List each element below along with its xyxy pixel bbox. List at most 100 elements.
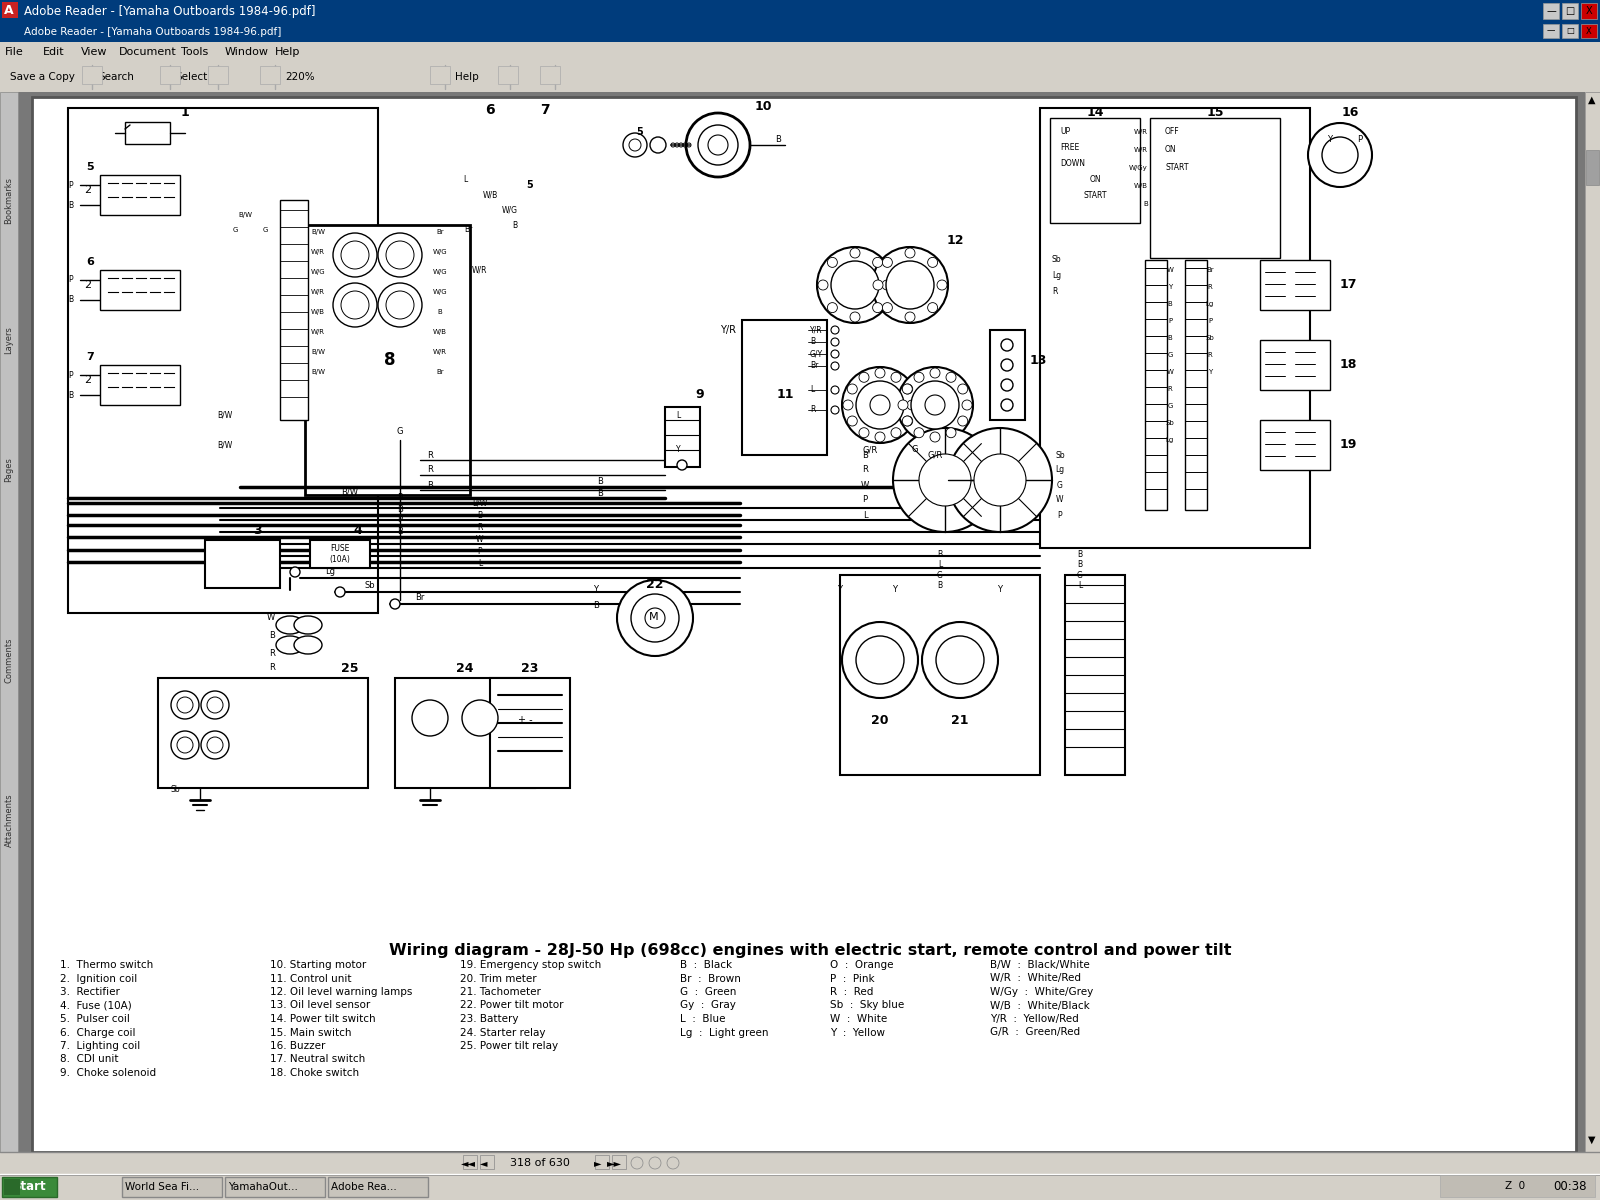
Circle shape bbox=[974, 454, 1026, 506]
Circle shape bbox=[618, 580, 693, 656]
Text: 2: 2 bbox=[85, 280, 91, 290]
Text: B
L
G
B: B L G B bbox=[938, 550, 942, 590]
Circle shape bbox=[830, 362, 838, 370]
Circle shape bbox=[910, 382, 958, 428]
Circle shape bbox=[698, 125, 738, 164]
Bar bbox=[1562, 2, 1578, 19]
Text: 220%: 220% bbox=[285, 72, 315, 82]
Bar bbox=[122, 1177, 222, 1198]
Circle shape bbox=[902, 416, 912, 426]
Ellipse shape bbox=[277, 636, 304, 654]
Text: P: P bbox=[1208, 318, 1213, 324]
Text: W/R: W/R bbox=[310, 289, 325, 295]
Text: 5.  Pulser coil: 5. Pulser coil bbox=[61, 1014, 130, 1024]
Circle shape bbox=[928, 257, 938, 268]
Bar bbox=[0, 0, 1600, 22]
Text: 3: 3 bbox=[254, 523, 262, 536]
Circle shape bbox=[882, 280, 893, 290]
Circle shape bbox=[290, 566, 301, 577]
Circle shape bbox=[1322, 137, 1358, 173]
Text: ◄◄: ◄◄ bbox=[461, 1158, 475, 1168]
Text: Adobe Rea...: Adobe Rea... bbox=[331, 1182, 397, 1192]
Bar bbox=[259, 66, 280, 84]
Text: G: G bbox=[262, 227, 267, 233]
Circle shape bbox=[882, 302, 893, 313]
Circle shape bbox=[333, 233, 378, 277]
Text: O  :  Orange: O : Orange bbox=[830, 960, 893, 970]
Text: P: P bbox=[1168, 318, 1173, 324]
Text: Y: Y bbox=[997, 586, 1003, 594]
Bar bbox=[1186, 260, 1206, 510]
Circle shape bbox=[830, 350, 838, 358]
Circle shape bbox=[902, 384, 912, 394]
Text: B: B bbox=[810, 337, 814, 347]
Circle shape bbox=[859, 372, 869, 383]
Text: 8: 8 bbox=[384, 350, 395, 370]
Bar bbox=[430, 66, 450, 84]
Text: G: G bbox=[1168, 352, 1173, 358]
Circle shape bbox=[1002, 398, 1013, 410]
Bar bbox=[1261, 420, 1330, 470]
Text: B: B bbox=[67, 200, 74, 210]
Circle shape bbox=[686, 113, 750, 176]
Text: 12: 12 bbox=[946, 234, 963, 246]
Text: 25: 25 bbox=[341, 661, 358, 674]
Circle shape bbox=[928, 302, 938, 313]
Circle shape bbox=[962, 400, 973, 410]
Text: R: R bbox=[269, 664, 275, 672]
Text: Y: Y bbox=[594, 586, 598, 594]
Text: Sb: Sb bbox=[1206, 335, 1214, 341]
Bar bbox=[0, 1174, 1600, 1200]
Text: 7: 7 bbox=[86, 352, 94, 362]
Text: Sb: Sb bbox=[1054, 450, 1066, 460]
Text: G/R: G/R bbox=[862, 445, 878, 455]
Text: W: W bbox=[477, 534, 483, 544]
Circle shape bbox=[906, 312, 915, 322]
Text: R: R bbox=[427, 450, 434, 460]
Text: B: B bbox=[1168, 335, 1173, 341]
Text: W/B: W/B bbox=[482, 191, 498, 199]
Text: B: B bbox=[594, 600, 598, 610]
Text: Gy  :  Gray: Gy : Gray bbox=[680, 1001, 736, 1010]
Text: Attachments: Attachments bbox=[5, 793, 13, 847]
Circle shape bbox=[707, 134, 728, 155]
Text: Pages: Pages bbox=[5, 457, 13, 482]
Circle shape bbox=[872, 257, 883, 268]
Text: 25. Power tilt relay: 25. Power tilt relay bbox=[461, 1040, 558, 1051]
Text: W/B  :  White/Black: W/B : White/Black bbox=[990, 1001, 1090, 1010]
Circle shape bbox=[930, 432, 941, 442]
Text: Bookmarks: Bookmarks bbox=[5, 176, 13, 223]
Bar bbox=[0, 22, 1600, 42]
Text: W/B: W/B bbox=[434, 329, 446, 335]
Text: 2.  Ignition coil: 2. Ignition coil bbox=[61, 973, 138, 984]
Bar bbox=[395, 678, 534, 788]
Circle shape bbox=[936, 636, 984, 684]
Text: 20: 20 bbox=[872, 714, 888, 726]
Circle shape bbox=[859, 427, 869, 438]
Text: W: W bbox=[1166, 370, 1173, 374]
Text: Sb: Sb bbox=[1053, 254, 1062, 264]
Text: P: P bbox=[397, 492, 403, 502]
Text: W/R: W/R bbox=[1134, 128, 1149, 134]
Text: ▼: ▼ bbox=[1589, 1135, 1595, 1145]
Text: P: P bbox=[397, 515, 403, 523]
Text: W/Gy  :  White/Grey: W/Gy : White/Grey bbox=[990, 986, 1093, 997]
Text: Br: Br bbox=[1206, 266, 1214, 272]
Circle shape bbox=[413, 700, 448, 736]
Text: R: R bbox=[862, 466, 867, 474]
Text: B: B bbox=[862, 450, 867, 460]
Circle shape bbox=[930, 368, 941, 378]
Bar bbox=[18, 92, 1586, 1152]
Text: 15. Main switch: 15. Main switch bbox=[270, 1027, 352, 1038]
Circle shape bbox=[677, 460, 686, 470]
Bar bbox=[0, 42, 1600, 62]
Text: 11. Control unit: 11. Control unit bbox=[270, 973, 352, 984]
Circle shape bbox=[830, 260, 878, 308]
Text: Z  0: Z 0 bbox=[1506, 1181, 1525, 1190]
Text: B: B bbox=[427, 480, 434, 490]
Circle shape bbox=[206, 737, 222, 754]
Text: B/W: B/W bbox=[238, 212, 253, 218]
Text: L: L bbox=[862, 510, 867, 520]
Circle shape bbox=[818, 280, 829, 290]
Text: L: L bbox=[462, 175, 467, 185]
